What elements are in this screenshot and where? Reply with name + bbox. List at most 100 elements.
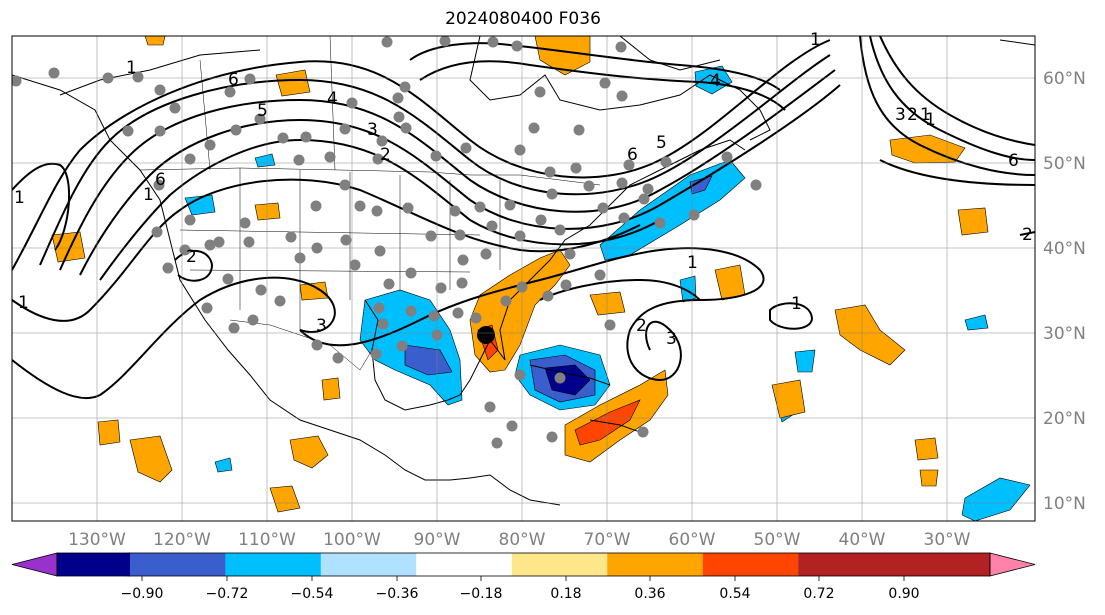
colorbar-tick-label: 0.72 [803, 586, 834, 602]
longitude-label: 30°W [924, 530, 971, 550]
colorbar-extend-low [11, 552, 58, 577]
observation-marker [457, 254, 469, 266]
observation-marker [383, 278, 395, 290]
colorbar-segment [607, 553, 703, 576]
observation-marker [332, 352, 344, 364]
observation-marker [615, 41, 627, 53]
observation-marker [239, 217, 251, 229]
latitude-labels: 60°N 50°N 40°N 30°N 20°N 10°N [1043, 69, 1086, 514]
colorbar-tick-label: 0.36 [634, 586, 665, 602]
latitude-label: 40°N [1043, 239, 1086, 259]
observation-marker [435, 282, 447, 294]
observation-marker [449, 205, 461, 217]
contour-label: 2 [380, 145, 391, 165]
observation-marker [373, 302, 385, 314]
observation-marker [452, 307, 464, 319]
observation-marker [583, 180, 595, 192]
observation-marker [514, 144, 526, 156]
observation-marker [597, 202, 609, 214]
colorbar-tick-label: 0.90 [888, 586, 919, 602]
observation-marker [638, 193, 650, 205]
negative-anomaly-northeast [599, 159, 746, 261]
observation-marker [511, 40, 523, 52]
observation-marker [396, 340, 408, 352]
shaded-anomaly-fields [51, 36, 1031, 521]
observation-marker [153, 179, 165, 191]
observation-marker [399, 81, 411, 93]
longitude-label: 60°W [669, 530, 716, 550]
observation-marker [228, 322, 240, 334]
observation-marker [660, 156, 672, 168]
negative-anomaly-small-3 [254, 153, 276, 168]
contour-label: 3 [367, 120, 378, 140]
observation-marker [546, 431, 558, 443]
observation-marker [534, 86, 546, 98]
observation-marker [340, 234, 352, 246]
observation-marker [474, 201, 486, 213]
observation-marker [546, 188, 558, 200]
observation-marker [430, 150, 442, 162]
contour-label: 6 [228, 70, 239, 90]
negative-anomaly-small-9 [214, 457, 233, 473]
colorbar-outline [56, 552, 991, 577]
observation-marker [294, 252, 306, 264]
observation-marker [554, 372, 566, 384]
observation-marker [230, 124, 242, 136]
observation-marker [425, 230, 437, 242]
observation-marker [400, 122, 412, 134]
observation-marker [570, 162, 582, 174]
colorbar-tick-label: −0.18 [460, 586, 503, 602]
observation-marker [255, 284, 267, 296]
colorbar-segment [225, 553, 321, 576]
observation-marker [573, 124, 585, 136]
observation-marker [460, 142, 472, 154]
contour-label: 3 [666, 329, 677, 349]
positive-anomaly-north-5 [299, 281, 329, 301]
observation-marker [184, 153, 196, 165]
observation-marker [470, 312, 482, 324]
positive-anomaly-atlantic-5 [957, 207, 989, 236]
longitude-label: 100°W [323, 530, 381, 550]
observation-marker [618, 212, 630, 224]
contour-label: 1 [14, 188, 25, 208]
observation-marker [542, 290, 554, 302]
observation-marker [480, 248, 492, 260]
colorbar-segment [702, 553, 799, 576]
observation-marker [370, 348, 382, 360]
observation-marker [721, 151, 733, 163]
observation-marker [224, 86, 236, 98]
contour-label: 2 [636, 316, 647, 336]
observation-marker [500, 295, 512, 307]
observation-marker [132, 71, 144, 83]
observation-marker [535, 214, 547, 226]
observation-marker [623, 159, 635, 171]
observation-marker [154, 84, 166, 96]
colorbar-segment [320, 553, 417, 576]
coastlines [12, 36, 1035, 506]
contour-label: 2 [186, 247, 197, 267]
longitude-label: 50°W [754, 530, 801, 550]
contour-label: 5 [257, 101, 268, 121]
observation-marker [405, 267, 417, 279]
observation-marker [616, 90, 628, 102]
contour-label: 1 [687, 253, 698, 273]
observation-marker [254, 113, 266, 125]
positive-anomaly-north-4 [254, 202, 281, 221]
map-frame [11, 35, 1036, 522]
contour-label: 5 [656, 133, 667, 153]
observation-marker [750, 179, 762, 191]
observation-marker [599, 77, 611, 89]
colorbar-segment [57, 553, 130, 576]
observation-marker [654, 217, 666, 229]
colorbar-tick-label: 0.54 [719, 586, 750, 602]
observation-marker [243, 236, 255, 248]
colorbar-extend-high [989, 552, 1036, 577]
longitude-label: 130°W [68, 530, 126, 550]
negative-anomaly-small-5 [964, 314, 989, 331]
observation-marker [637, 426, 649, 438]
observation-marker [544, 166, 556, 178]
observation-marker [300, 131, 312, 143]
longitude-label: 90°W [414, 530, 461, 550]
contour-label: 2 [1022, 225, 1033, 245]
